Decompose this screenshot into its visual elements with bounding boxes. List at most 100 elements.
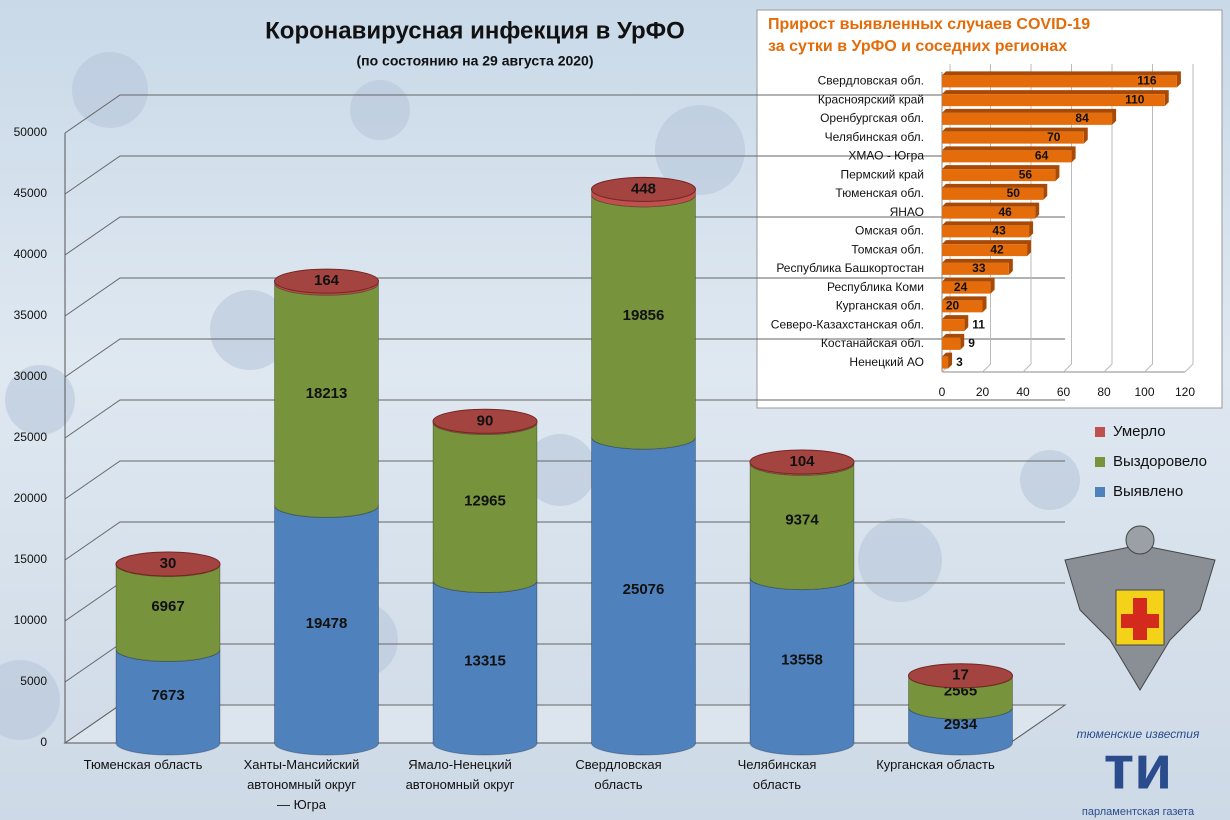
legend-swatch <box>1095 487 1105 497</box>
y-tick-label: 10000 <box>14 613 48 627</box>
y-tick-label: 15000 <box>14 552 48 566</box>
value-label: 33 <box>972 261 986 275</box>
grid-line <box>64 399 1065 439</box>
y-tick-label: Республика Башкортостан <box>776 261 924 275</box>
grid-line <box>1184 64 1194 373</box>
y-tick-label: 20000 <box>14 491 48 505</box>
logo-mark: ти <box>1104 733 1172 802</box>
value-label: 7673 <box>151 687 184 704</box>
cylinder-top <box>749 449 855 475</box>
y-tick-label: 25000 <box>14 430 48 444</box>
bar <box>942 319 965 332</box>
y-tick-label: Свердловская обл. <box>818 74 924 88</box>
value-label: 42 <box>990 242 1004 256</box>
bar <box>942 131 1084 144</box>
value-label: 2934 <box>944 716 978 733</box>
x-tick-label: 120 <box>1175 385 1195 399</box>
value-label: 12965 <box>464 492 506 509</box>
x-tick-label: 40 <box>1016 385 1030 399</box>
value-label: 9374 <box>785 511 819 528</box>
value-label: 24 <box>954 280 968 294</box>
value-label: 17 <box>952 667 969 684</box>
value-label: 164 <box>314 272 340 289</box>
grid-line <box>982 64 991 373</box>
value-label: 90 <box>477 412 494 429</box>
value-label: 19856 <box>623 307 665 324</box>
y-tick-label: 0 <box>40 735 47 749</box>
y-tick-label: ХМАО - Югра <box>848 149 924 163</box>
value-label: 104 <box>789 453 815 470</box>
legend-swatch <box>1095 457 1105 467</box>
value-label: 448 <box>631 180 656 197</box>
value-label: 6967 <box>151 598 184 615</box>
value-label: 50 <box>1007 186 1021 200</box>
y-tick-label: Оренбургская обл. <box>820 111 924 125</box>
bar <box>942 112 1113 125</box>
bar <box>942 244 1028 257</box>
grid-line <box>1103 64 1113 373</box>
logo-bottom: парламентская газета <box>1082 806 1195 818</box>
bar <box>942 300 983 313</box>
bar <box>942 337 961 350</box>
x-tick-label: Челябинская область <box>737 757 817 792</box>
y-tick-label: 45000 <box>14 186 48 200</box>
grid-line <box>1063 64 1072 373</box>
bar <box>942 281 991 294</box>
value-label: 18213 <box>306 385 348 402</box>
value-label: 11 <box>972 317 985 331</box>
y-tick-label: ЯНАО <box>890 205 924 219</box>
logo-top: тюменские известия <box>1077 727 1200 741</box>
grid-line <box>64 94 1065 134</box>
grid-line <box>64 216 1065 256</box>
y-tick-label: Курганская обл. <box>836 299 924 313</box>
y-tick-label: Челябинская обл. <box>825 130 924 144</box>
y-tick-label: Республика Коми <box>827 280 924 294</box>
y-tick-label: Пермский край <box>840 167 924 181</box>
x-tick-label: 0 <box>939 385 946 399</box>
bar <box>942 187 1044 200</box>
emblem <box>1064 525 1216 691</box>
y-tick-label: Северо-Казахстанская обл. <box>771 317 924 331</box>
cylinder-top <box>591 176 696 202</box>
bar <box>942 150 1072 163</box>
y-tick-label: 40000 <box>14 247 48 261</box>
grid-line <box>64 155 1065 195</box>
value-label: 19478 <box>306 615 348 632</box>
x-tick-label: 60 <box>1057 385 1071 399</box>
plot-area: 0 5000 10000 15000 20000 25000 30000 35000 40000… <box>14 94 1067 756</box>
x-tick-label: 20 <box>976 385 990 399</box>
value-label: 43 <box>992 224 1006 238</box>
legend-label: Выявлено <box>1113 483 1183 500</box>
x-tick-label: Курганская область <box>876 757 995 772</box>
value-label: 13558 <box>781 651 823 668</box>
x-tick-label: Ямало-Ненецкий автономный округ <box>405 757 515 792</box>
y-tick-label: 5000 <box>20 674 47 688</box>
bar <box>942 169 1056 182</box>
x-tick-label: 100 <box>1134 385 1154 399</box>
chart-title: Коронавирусная инфекция в УрФО <box>265 17 685 44</box>
grid-line <box>1144 64 1153 373</box>
grid-line <box>1022 64 1032 373</box>
bar <box>942 262 1009 275</box>
y-tick-label: Тюменская обл. <box>835 186 924 200</box>
value-label: 25076 <box>623 581 665 598</box>
value-label: 9 <box>968 336 975 350</box>
y-tick-label: 30000 <box>14 369 48 383</box>
cylinder-top <box>432 408 538 434</box>
bar <box>942 94 1165 107</box>
legend-swatch <box>1095 427 1105 437</box>
value-label: 56 <box>1019 167 1033 181</box>
cylinder-top <box>115 551 221 577</box>
y-tick-label: Томская обл. <box>851 242 924 256</box>
value-label: 84 <box>1075 111 1089 125</box>
value-label: 46 <box>998 205 1012 219</box>
value-label: 20 <box>946 299 960 313</box>
logo: тюменские известия ти парламентская газе… <box>1077 727 1200 818</box>
y-tick-label: Омская обл. <box>855 224 924 238</box>
cylinder-top <box>274 268 379 294</box>
legend-label: Умерло <box>1113 423 1166 440</box>
legend-label: Выздоровело <box>1113 453 1207 470</box>
inset-plot: 0 20 40 60 80 100 120 Свердловская обл. 116 Красн… <box>771 64 1195 399</box>
